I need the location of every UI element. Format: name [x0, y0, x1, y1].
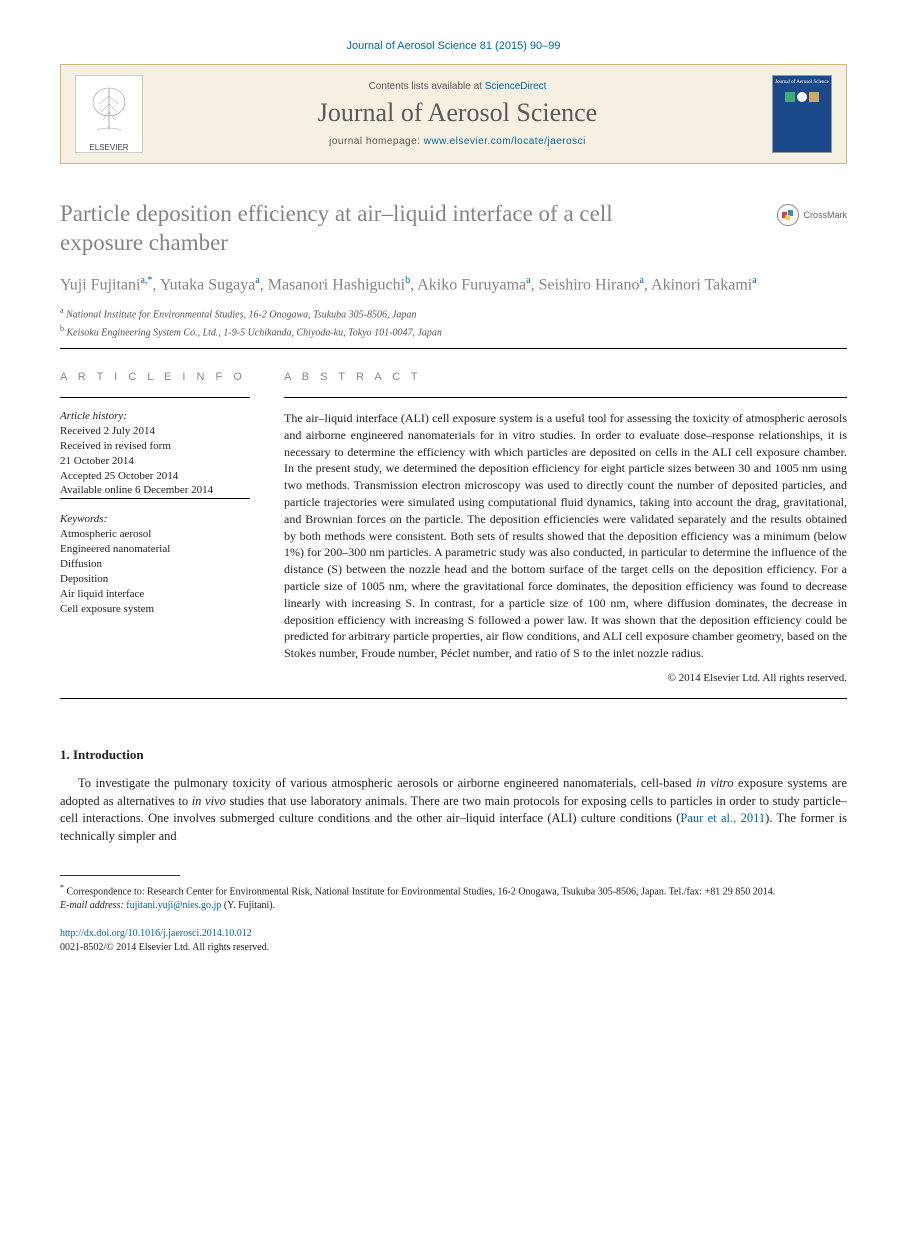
- keyword: Cell exposure system: [60, 602, 250, 617]
- author-list: Yuji Fujitania,*, Yutaka Sugayaa, Masano…: [60, 274, 847, 296]
- contents-line: Contents lists available at ScienceDirec…: [157, 81, 758, 92]
- keyword: Air liquid interface: [60, 587, 250, 602]
- divider: [284, 397, 847, 398]
- keyword: Atmospheric aerosol: [60, 527, 250, 542]
- section-heading-intro: 1. Introduction: [60, 747, 847, 763]
- crossmark-badge[interactable]: CrossMark: [777, 204, 847, 226]
- title-block: CrossMark Particle deposition efficiency…: [60, 200, 847, 349]
- abstract-text: The air–liquid interface (ALI) cell expo…: [284, 410, 847, 662]
- footnote-divider: [60, 875, 180, 876]
- history-line: Received in revised form: [60, 439, 250, 454]
- homepage-line: journal homepage: www.elsevier.com/locat…: [157, 136, 758, 147]
- journal-cover-thumbnail: Journal of Aerosol Science: [772, 75, 832, 153]
- article-info-column: A R T I C L E I N F O Article history: R…: [60, 371, 250, 684]
- banner-center: Contents lists available at ScienceDirec…: [157, 81, 758, 147]
- italic-term: in vivo: [192, 794, 226, 808]
- author-mark: a: [752, 275, 756, 286]
- cover-dot-icon: [785, 92, 795, 102]
- elsevier-tree-icon: [87, 76, 131, 143]
- article-info-heading: A R T I C L E I N F O: [60, 371, 250, 383]
- keywords-label: Keywords:: [60, 513, 250, 525]
- italic-term: in vitro: [696, 776, 733, 790]
- info-abstract-row: A R T I C L E I N F O Article history: R…: [60, 371, 847, 684]
- affiliations: a National Institute for Environmental S…: [60, 305, 847, 340]
- elsevier-label: ELSEVIER: [89, 143, 128, 152]
- history-line: Accepted 25 October 2014: [60, 469, 250, 484]
- history-line: Available online 6 December 2014: [60, 483, 250, 498]
- author: Yutaka Sugaya: [160, 276, 256, 293]
- abstract-column: A B S T R A C T The air–liquid interface…: [284, 371, 847, 684]
- history-line: 21 October 2014: [60, 454, 250, 469]
- article-title: Particle deposition efficiency at air–li…: [60, 200, 700, 258]
- author-mark: b: [405, 275, 410, 286]
- author-mark: a: [526, 275, 530, 286]
- author: Masanori Hashiguchi: [268, 276, 405, 293]
- affiliation-mark: a: [60, 306, 64, 315]
- author: Akiko Furuyama: [417, 276, 526, 293]
- intro-paragraph: To investigate the pulmonary toxicity of…: [60, 775, 847, 845]
- divider: [60, 498, 250, 499]
- homepage-prefix: journal homepage:: [329, 136, 424, 147]
- affiliation-mark: b: [60, 324, 64, 333]
- author-mark: a: [255, 275, 259, 286]
- divider: [60, 698, 847, 699]
- author-mark: a,*: [140, 275, 152, 286]
- author: Seishiro Hirano: [539, 276, 640, 293]
- abstract-heading: A B S T R A C T: [284, 371, 847, 383]
- elsevier-logo: ELSEVIER: [75, 75, 143, 153]
- cover-dot-icon: [797, 92, 807, 102]
- divider: [60, 397, 250, 398]
- doi-link[interactable]: http://dx.doi.org/10.1016/j.jaerosci.201…: [60, 928, 252, 939]
- crossmark-icon: [777, 204, 799, 226]
- author: Yuji Fujitani: [60, 276, 140, 293]
- author: Akinori Takami: [651, 276, 752, 293]
- email-link[interactable]: fujitani.yuji@nies.go.jp: [126, 900, 221, 911]
- page-container: Journal of Aerosol Science 81 (2015) 90–…: [0, 0, 907, 985]
- affiliation: a National Institute for Environmental S…: [60, 305, 847, 322]
- footnote-text: Correspondence to: Research Center for E…: [64, 886, 775, 897]
- journal-banner: ELSEVIER Contents lists available at Sci…: [60, 64, 847, 164]
- divider: [60, 348, 847, 349]
- cover-dot-icon: [809, 92, 819, 102]
- journal-reference: Journal of Aerosol Science 81 (2015) 90–…: [60, 40, 847, 52]
- contents-prefix: Contents lists available at: [369, 81, 485, 92]
- author-mark: a: [639, 275, 643, 286]
- history-label: Article history:: [60, 410, 250, 422]
- sciencedirect-link[interactable]: ScienceDirect: [485, 81, 547, 92]
- keyword: Diffusion: [60, 557, 250, 572]
- cover-label: Journal of Aerosol Science: [773, 80, 831, 86]
- keyword: Engineered nanomaterial: [60, 542, 250, 557]
- correspondence-footnote: * Correspondence to: Research Center for…: [60, 882, 847, 899]
- doi-block: http://dx.doi.org/10.1016/j.jaerosci.201…: [60, 927, 847, 955]
- homepage-link[interactable]: www.elsevier.com/locate/jaerosci: [424, 136, 586, 147]
- crossmark-label: CrossMark: [803, 210, 847, 220]
- affiliation-text: Keisoku Engineering System Co., Ltd., 1-…: [67, 327, 442, 338]
- abstract-copyright: © 2014 Elsevier Ltd. All rights reserved…: [284, 672, 847, 684]
- history-line: Received 2 July 2014: [60, 424, 250, 439]
- affiliation: b Keisoku Engineering System Co., Ltd., …: [60, 323, 847, 340]
- journal-name: Journal of Aerosol Science: [157, 98, 758, 128]
- email-suffix: (Y. Fujitani).: [221, 900, 275, 911]
- email-footnote: E-mail address: fujitani.yuji@nies.go.jp…: [60, 899, 847, 913]
- issn-copyright: 0021-8502/© 2014 Elsevier Ltd. All right…: [60, 941, 847, 955]
- keyword: Deposition: [60, 572, 250, 587]
- citation-link[interactable]: Paur et al., 2011: [680, 811, 765, 825]
- para-text: To investigate the pulmonary toxicity of…: [78, 776, 696, 790]
- email-label: E-mail address:: [60, 900, 126, 911]
- affiliation-text: National Institute for Environmental Stu…: [66, 310, 416, 321]
